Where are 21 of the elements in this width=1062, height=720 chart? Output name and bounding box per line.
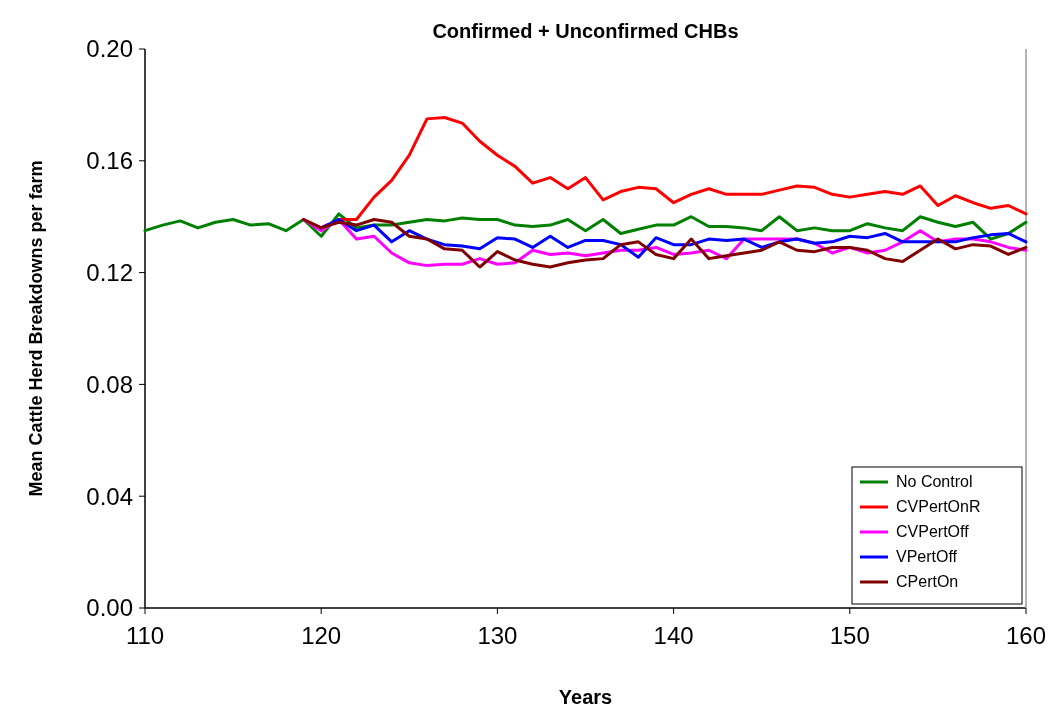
legend-label: No Control (896, 473, 973, 490)
x-tick-label: 150 (829, 622, 870, 649)
legend-label: CVPertOnR (896, 498, 981, 515)
y-tick-label: 0.08 (86, 370, 133, 398)
x-tick-label: 140 (653, 622, 694, 649)
legend-label: CPertOn (896, 573, 959, 590)
y-tick-label: 0.12 (86, 259, 133, 286)
y-tick-label: 0.16 (86, 147, 133, 175)
line-series (143, 212, 1028, 241)
legend-label: VPertOff (896, 548, 958, 565)
y-tick-label: 0.20 (86, 35, 133, 63)
x-tick-label: 130 (477, 622, 518, 649)
x-axis-title: Years (558, 686, 613, 708)
y-tick-label: 0.04 (86, 482, 133, 510)
y-tick-label: 0.00 (86, 594, 133, 622)
legend-label: CVPertOff (896, 523, 970, 540)
x-tick-label: 160 (1005, 622, 1047, 649)
x-tick-label: 120 (301, 622, 342, 649)
y-axis-title: Mean Cattle Herd Breakdowns per farm (26, 160, 46, 497)
chart-title: Confirmed + Unconfirmed CHBs (432, 20, 739, 42)
x-tick-label: 110 (125, 622, 165, 649)
